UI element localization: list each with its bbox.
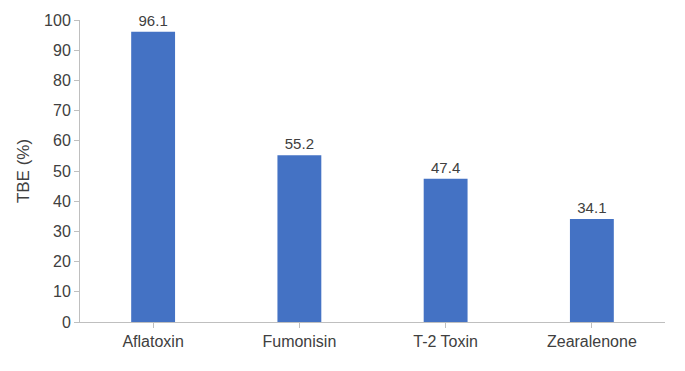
svg-text:30: 30 bbox=[53, 223, 71, 240]
svg-text:50: 50 bbox=[53, 163, 71, 180]
svg-text:0: 0 bbox=[62, 314, 71, 331]
svg-text:60: 60 bbox=[53, 132, 71, 149]
svg-text:55.2: 55.2 bbox=[285, 135, 314, 152]
svg-text:47.4: 47.4 bbox=[431, 159, 460, 176]
svg-text:Aflatoxin: Aflatoxin bbox=[122, 333, 183, 350]
svg-text:96.1: 96.1 bbox=[139, 12, 168, 29]
svg-text:80: 80 bbox=[53, 72, 71, 89]
svg-text:Zearalenone: Zearalenone bbox=[547, 333, 637, 350]
svg-text:TBE (%): TBE (%) bbox=[14, 139, 33, 203]
svg-text:70: 70 bbox=[53, 102, 71, 119]
svg-text:40: 40 bbox=[53, 193, 71, 210]
svg-text:T-2 Toxin: T-2 Toxin bbox=[413, 333, 478, 350]
svg-text:Fumonisin: Fumonisin bbox=[262, 333, 336, 350]
svg-text:100: 100 bbox=[44, 12, 71, 29]
svg-text:90: 90 bbox=[53, 42, 71, 59]
svg-text:10: 10 bbox=[53, 283, 71, 300]
svg-text:34.1: 34.1 bbox=[577, 199, 606, 216]
svg-text:20: 20 bbox=[53, 253, 71, 270]
